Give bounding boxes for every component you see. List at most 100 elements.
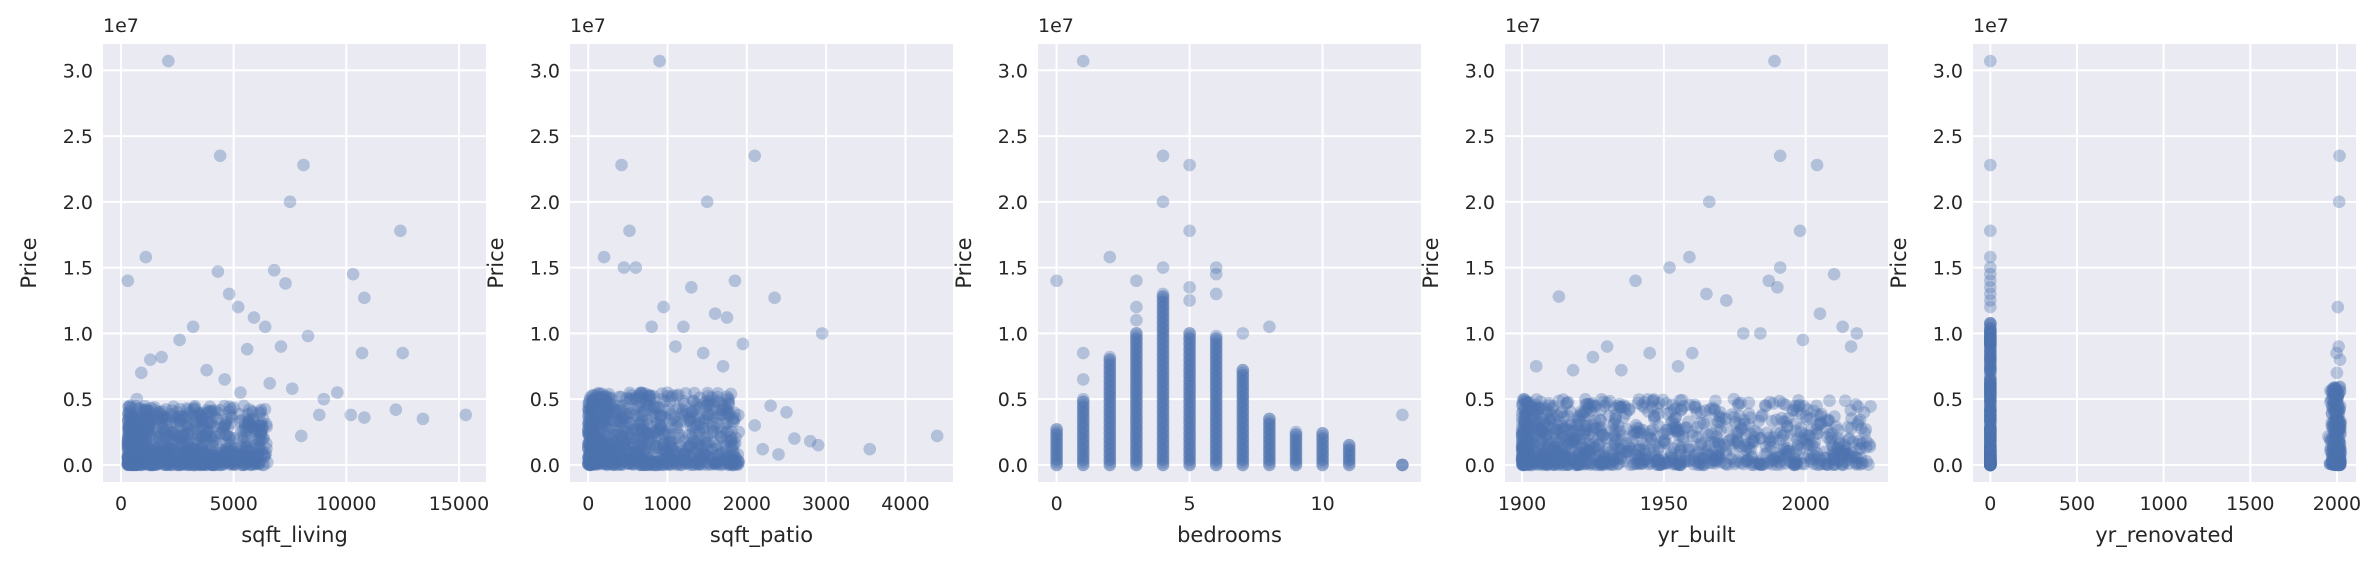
data-point	[248, 439, 262, 453]
y-tick-label: 3.0	[998, 60, 1028, 82]
data-point	[1076, 416, 1090, 430]
data-point	[641, 418, 654, 431]
data-point	[132, 402, 146, 416]
data-point	[1547, 400, 1560, 413]
data-point	[613, 390, 626, 404]
data-point	[233, 414, 247, 428]
data-point	[133, 442, 147, 456]
data-point	[620, 410, 634, 424]
data-point	[614, 457, 628, 470]
data-point	[1541, 452, 1554, 466]
data-point	[1779, 457, 1792, 470]
data-point	[605, 457, 619, 471]
data-point	[1663, 261, 1676, 274]
data-point	[1076, 54, 1090, 68]
data-point	[1701, 449, 1714, 462]
data-point	[657, 427, 670, 441]
data-point	[1541, 458, 1554, 472]
data-point	[174, 447, 188, 461]
data-point	[1773, 455, 1787, 469]
data-point	[1650, 455, 1663, 468]
data-point	[1103, 440, 1117, 453]
data-point	[1524, 446, 1537, 460]
data-point	[627, 457, 641, 470]
data-point	[1516, 455, 1530, 469]
data-point	[1517, 453, 1531, 467]
data-point	[175, 438, 189, 452]
data-point	[1209, 427, 1223, 440]
data-point	[692, 437, 706, 450]
data-point	[1524, 418, 1538, 431]
data-point	[139, 419, 153, 433]
data-point	[128, 424, 142, 438]
data-point	[1076, 458, 1090, 472]
data-point	[165, 454, 179, 468]
data-point	[1156, 358, 1170, 372]
data-point	[617, 453, 630, 467]
data-point	[688, 403, 702, 417]
data-point	[1665, 446, 1678, 460]
data-point	[608, 434, 622, 448]
data-point	[187, 453, 200, 466]
data-point	[648, 425, 661, 439]
data-point	[696, 448, 709, 462]
data-point	[1183, 348, 1196, 361]
x-axis-label: yr_built	[1657, 523, 1735, 548]
data-point	[225, 454, 239, 468]
data-point	[585, 456, 599, 470]
data-point	[1582, 401, 1595, 415]
data-point	[1727, 392, 1741, 406]
data-point	[200, 426, 214, 440]
data-point	[358, 411, 371, 424]
data-point	[156, 454, 169, 468]
y-tick-label: 3.0	[530, 60, 560, 82]
y-axis-label: Price	[17, 237, 41, 288]
data-point	[1542, 412, 1556, 426]
data-point	[594, 450, 608, 464]
data-point	[1263, 417, 1276, 431]
data-point	[147, 403, 161, 417]
data-point	[584, 448, 597, 461]
data-point	[1850, 456, 1863, 470]
data-point	[1617, 455, 1631, 468]
data-point	[1527, 401, 1541, 415]
data-point	[637, 445, 651, 458]
data-point	[1820, 451, 1834, 465]
data-point	[583, 458, 597, 472]
data-point	[168, 452, 181, 466]
data-point	[756, 442, 769, 456]
data-point	[1825, 427, 1839, 440]
data-point	[205, 404, 219, 418]
data-point	[1103, 390, 1117, 403]
data-point	[1076, 434, 1090, 448]
data-point	[863, 442, 877, 456]
x-tick-label: 4000	[881, 493, 929, 515]
plot-area	[570, 44, 953, 482]
data-point	[616, 454, 629, 467]
data-point	[1156, 306, 1170, 319]
data-point	[678, 447, 692, 460]
data-point	[1556, 393, 1570, 406]
data-point	[1156, 353, 1170, 366]
data-point	[132, 448, 146, 462]
data-point	[1525, 401, 1539, 415]
data-point	[587, 388, 600, 402]
data-point	[1130, 379, 1143, 393]
data-point	[611, 425, 625, 438]
data-point	[1263, 458, 1276, 472]
data-point	[173, 402, 187, 416]
data-point	[687, 458, 701, 472]
data-point	[200, 426, 214, 439]
data-point	[1552, 457, 1565, 471]
data-point	[202, 450, 216, 463]
y-tick-label: 1.0	[63, 323, 93, 345]
data-point	[1597, 395, 1610, 409]
data-point	[1236, 384, 1250, 398]
data-point	[633, 416, 647, 430]
data-point	[718, 454, 732, 468]
data-point	[208, 404, 222, 417]
data-point	[614, 390, 628, 404]
data-point	[584, 420, 598, 433]
data-point	[200, 457, 214, 471]
data-point	[203, 443, 217, 456]
